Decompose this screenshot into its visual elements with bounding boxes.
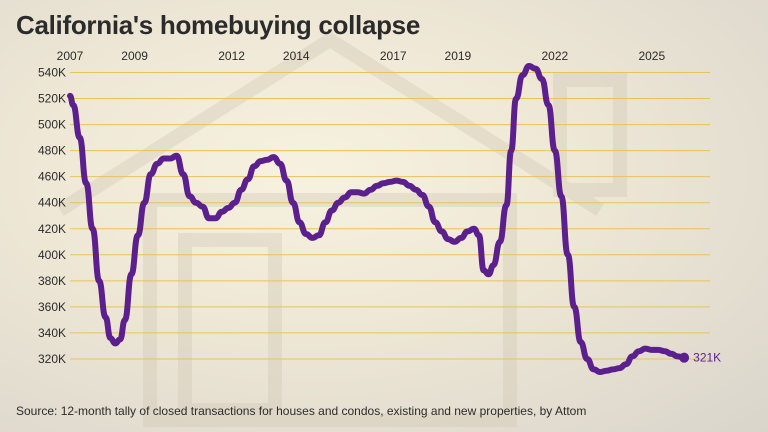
y-tick-label: 520K [38,92,66,106]
series-line [67,63,688,375]
y-tick-label: 340K [38,326,66,340]
y-tick-label: 500K [38,118,66,132]
y-tick-label: 540K [38,66,66,80]
x-axis-ticks: 2007 2009 2012 2014 2017 2019 2022 2025 [57,49,666,63]
x-tick-label: 2014 [283,49,310,63]
y-tick-label: 460K [38,170,66,184]
source-note: Source: 12-month tally of closed transac… [16,404,587,418]
y-tick-label: 320K [38,352,66,366]
x-tick-label: 2025 [638,49,665,63]
series-layer: 321K [67,63,721,375]
y-tick-label: 420K [38,222,66,236]
x-tick-label: 2019 [445,49,472,63]
x-tick-label: 2007 [57,49,84,63]
x-tick-label: 2022 [541,49,568,63]
y-tick-label: 360K [38,300,66,314]
y-tick-label: 400K [38,248,66,262]
house-watermark-icon [56,31,627,427]
y-tick-label: 380K [38,274,66,288]
x-tick-label: 2012 [218,49,245,63]
gridlines [70,72,710,360]
y-tick-label: 480K [38,144,66,158]
x-tick-label: 2017 [380,49,407,63]
y-tick-label: 440K [38,196,66,210]
y-axis-ticks: 320K 340K 360K 380K 400K 420K 440K 460K 480K 500K… [38,66,66,366]
end-point-marker [679,352,690,363]
chart-title: California's homebuying collapse [16,10,421,40]
x-tick-label: 2009 [121,49,148,63]
end-value-label: 321K [693,351,721,365]
